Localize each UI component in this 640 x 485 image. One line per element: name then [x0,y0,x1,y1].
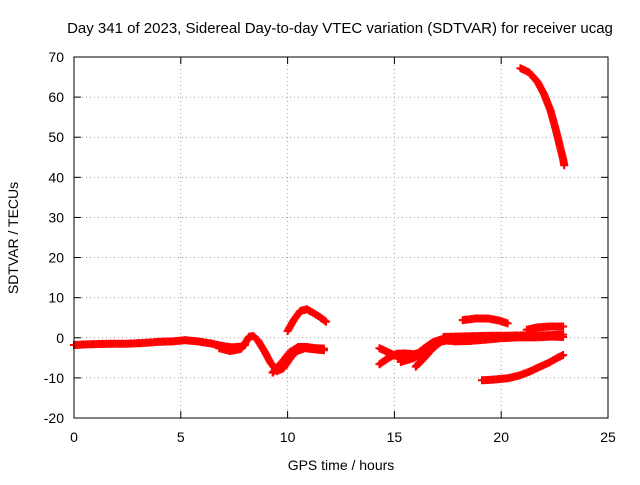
data-point [560,161,569,170]
data-point [322,317,331,326]
y-tick-label: 50 [48,129,64,145]
y-tick-label: 20 [48,250,64,266]
data-point [503,319,512,328]
data-point [559,332,568,341]
y-tick-label: 10 [48,290,64,306]
y-tick-label: 0 [56,330,64,346]
x-tick-label: 10 [280,429,296,445]
x-tick-label: 15 [387,429,403,445]
x-tick-label: 0 [70,429,78,445]
x-tick-label: 5 [177,429,185,445]
x-tick-label: 20 [493,429,509,445]
y-tick-label: -10 [44,370,64,386]
y-tick-label: 70 [48,49,64,65]
data-point [559,322,568,331]
y-axis-label: SDTVAR / TECUs [5,182,21,294]
data-points [70,64,569,385]
y-tick-label: -20 [44,410,64,426]
axes: 0 5 10 15 20 25 -20 -10 0 10 20 30 40 50 60 70 [44,49,616,445]
plot-frame [73,56,609,419]
data-point [319,344,328,353]
chart-title: Day 341 of 2023, Sidereal Day-to-day VTE… [67,20,613,37]
x-axis-label: GPS time / hours [288,457,395,473]
x-tick-label: 25 [600,429,616,445]
y-tick-label: 60 [48,89,64,105]
y-tick-label: 30 [48,209,64,225]
data-point [559,351,568,360]
y-tick-label: 40 [48,169,64,185]
